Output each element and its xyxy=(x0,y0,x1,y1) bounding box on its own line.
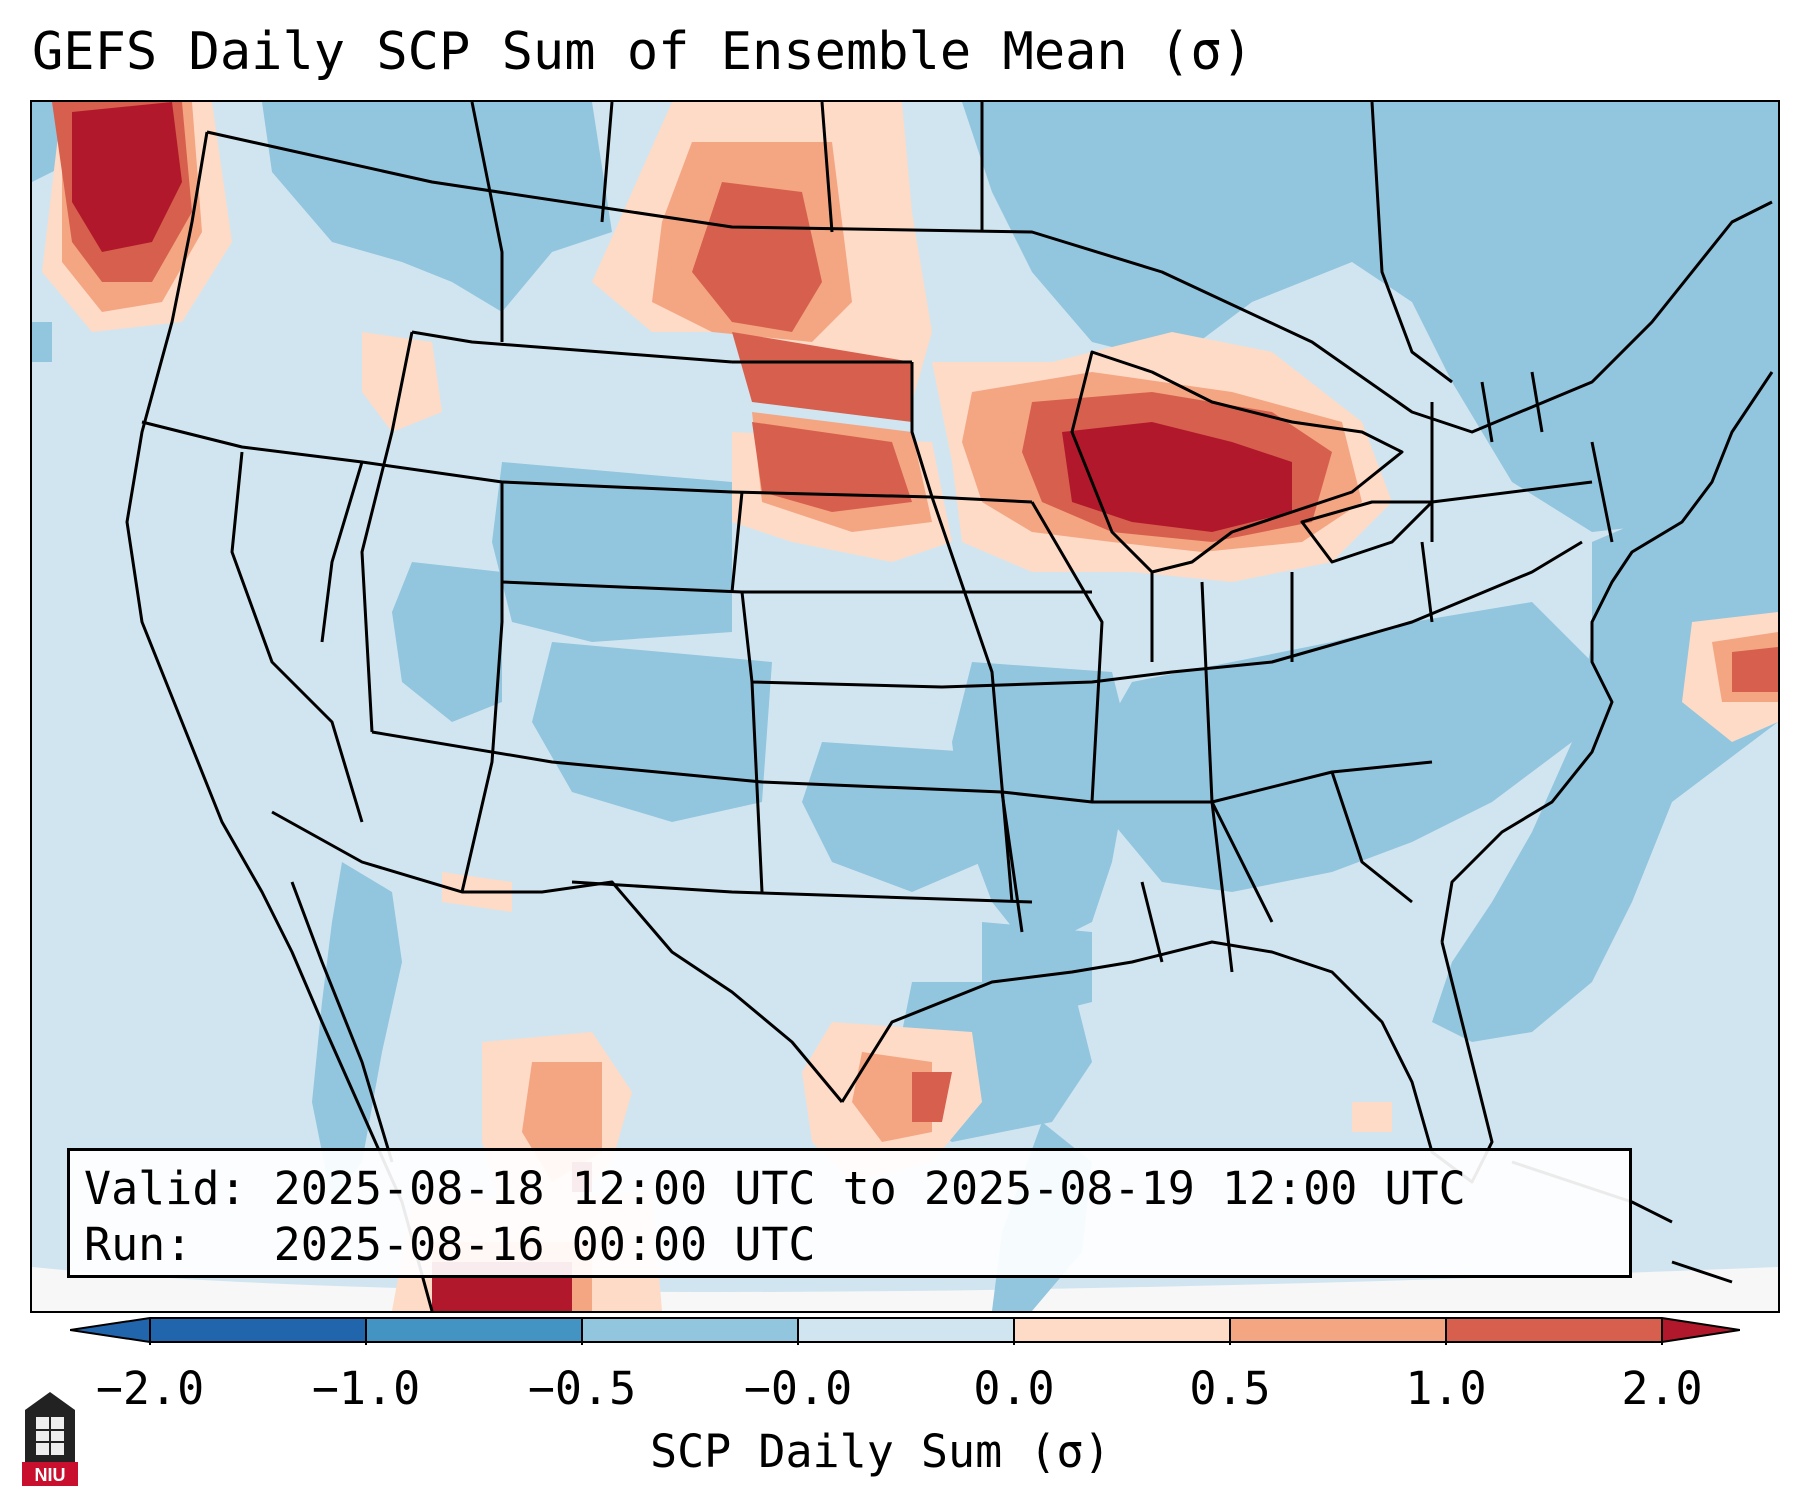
colorbar-tick-7: 1.0 xyxy=(1405,1362,1487,1415)
colorbar-tick-8: 2.0 xyxy=(1621,1362,1703,1415)
colorbar xyxy=(70,1317,1740,1345)
colorbar-bin-4 xyxy=(798,1318,1014,1342)
colorbar-bin-3 xyxy=(582,1318,798,1342)
scp-map xyxy=(32,102,1778,1311)
colorbar-bin-5 xyxy=(1014,1318,1230,1342)
colorbar-tick-3: −0.5 xyxy=(527,1362,637,1415)
valid-time-box: Valid: 2025-08-18 12:00 UTC to 2025-08-1… xyxy=(67,1148,1632,1278)
logo-text: NIU xyxy=(35,1465,66,1485)
valid-label: Valid: xyxy=(84,1162,247,1215)
colorbar-tick-1: −2.0 xyxy=(95,1362,205,1415)
colorbar-tick-4: −0.0 xyxy=(743,1362,853,1415)
map-title: GEFS Daily SCP Sum of Ensemble Mean (σ) xyxy=(32,22,1253,82)
valid-value: 2025-08-18 12:00 UTC to 2025-08-19 12:00… xyxy=(273,1162,1466,1215)
colorbar-bin-7 xyxy=(1446,1318,1662,1342)
colorbar-bin-2 xyxy=(366,1318,582,1342)
colorbar-tick-6: 0.5 xyxy=(1189,1362,1271,1415)
colorbar-tick-5: 0.0 xyxy=(973,1362,1055,1415)
niu-logo: NIU xyxy=(22,1392,78,1486)
colorbar-tick-2: −1.0 xyxy=(311,1362,421,1415)
colorbar-extend-high xyxy=(1662,1318,1740,1342)
colorbar-bin-6 xyxy=(1230,1318,1446,1342)
colorbar-extend-low xyxy=(70,1318,150,1342)
boundaries xyxy=(125,102,1774,1311)
run-value: 2025-08-16 00:00 UTC xyxy=(273,1218,816,1271)
run-label: Run: xyxy=(84,1218,193,1271)
map-panel[interactable] xyxy=(30,100,1780,1313)
colorbar-label: SCP Daily Sum (σ) xyxy=(650,1425,1111,1478)
colorbar-bin-1 xyxy=(150,1318,366,1342)
